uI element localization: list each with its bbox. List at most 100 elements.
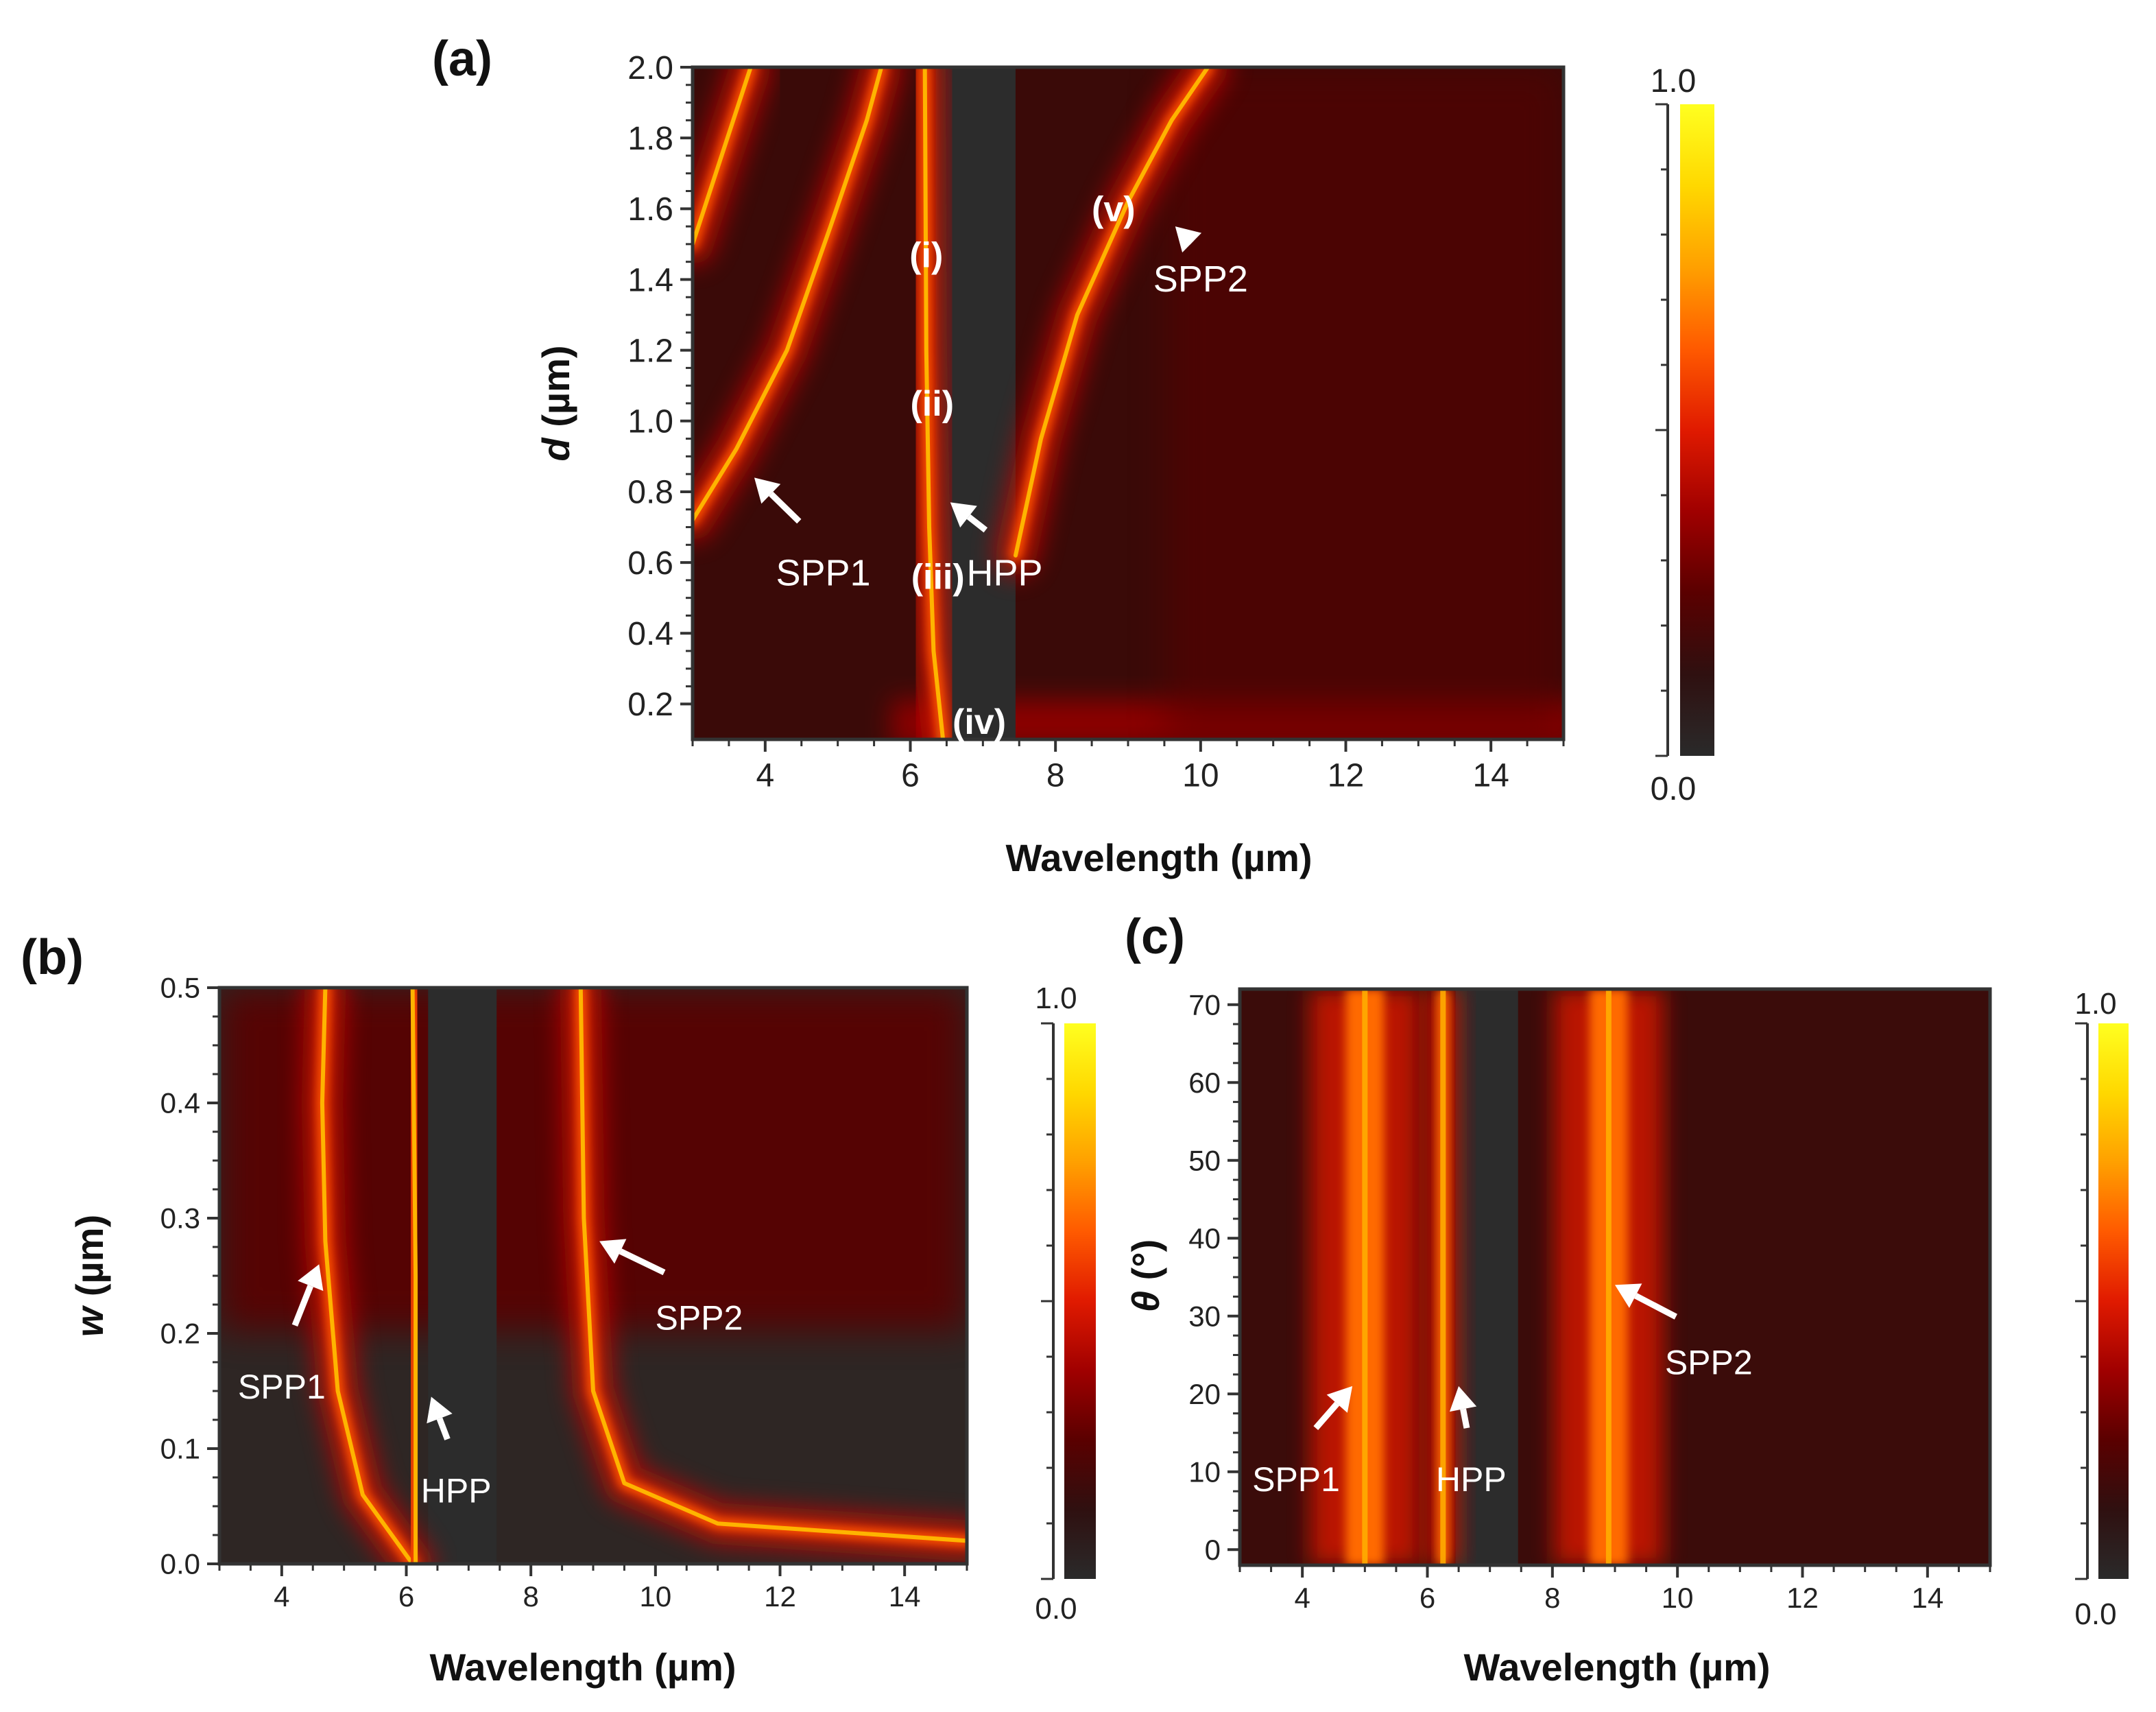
annotation-spp2: SPP2 xyxy=(1665,1344,1753,1382)
x-tick-label: 12 xyxy=(764,1580,796,1613)
y-tick-label: 2.0 xyxy=(627,50,673,86)
x-tick-label: 14 xyxy=(889,1580,921,1613)
x-tick-label: 8 xyxy=(1544,1582,1560,1614)
y-tick-label: 1.4 xyxy=(627,262,673,298)
x-tick-label: 10 xyxy=(1662,1582,1694,1614)
band-core-spp1-b xyxy=(693,67,753,246)
mode-label: (iv) xyxy=(953,702,1006,742)
annotation-arrowhead xyxy=(1326,1386,1353,1413)
x-axis-label-a: Wavelength (µm) xyxy=(1005,836,1312,879)
x-axis-label-b: Wavelength (µm) xyxy=(429,1645,736,1689)
y-tick-label: 0.4 xyxy=(160,1087,200,1119)
x-axis-c: 4 6 8 10 12 14 xyxy=(1238,1565,1991,1614)
y-axis-b: 0.0 0.1 0.2 0.3 0.4 0.5 xyxy=(160,972,219,1580)
x-tick-label: 6 xyxy=(901,757,920,794)
band-core-spp2 xyxy=(1605,989,1612,1565)
x-tick-label: 4 xyxy=(1294,1582,1310,1614)
x-tick-label: 12 xyxy=(1328,757,1364,794)
annotation-arrowhead xyxy=(1175,226,1202,253)
y-tick-label: 30 xyxy=(1188,1300,1221,1332)
band-core-spp1 xyxy=(320,988,415,1564)
colorbar-max-label: 1.0 xyxy=(2074,987,2116,1021)
annotation-arrowhead xyxy=(754,477,781,504)
annotation-hpp: HPP xyxy=(1436,1460,1507,1499)
colorbar-gradient xyxy=(1064,1023,1096,1579)
y-axis-label-b: w (µm) xyxy=(68,1215,111,1337)
y-tick-label: 1.8 xyxy=(627,121,673,157)
colorbar-gradient xyxy=(2098,1023,2129,1579)
annotation-arrowhead xyxy=(599,1239,627,1264)
y-axis-a: 0.2 0.4 0.6 0.8 1.0 1.2 1.4 1.6 1.8 2.0 xyxy=(627,50,693,723)
annotation-arrowhead xyxy=(950,502,977,528)
band-core-spp1 xyxy=(1362,989,1368,1565)
y-tick-label: 0.2 xyxy=(627,687,673,723)
band-core-spp2 xyxy=(1014,67,1210,558)
panel-label-b: (b) xyxy=(21,930,84,985)
y-tick-label: 20 xyxy=(1188,1378,1221,1410)
annotation-arrowhead xyxy=(427,1396,453,1424)
y-axis-c: 0 10 20 30 40 50 60 70 xyxy=(1188,988,1240,1566)
heatmap-c xyxy=(1240,989,1990,1565)
annotation-arrow xyxy=(291,1285,313,1327)
colorbar-c: 1.0 0.0 xyxy=(2074,987,2129,1631)
y-tick-label: 1.0 xyxy=(627,404,673,440)
y-tick-label: 1.2 xyxy=(627,333,673,369)
colorbar-min-label: 0.0 xyxy=(1035,1592,1077,1626)
dark-gap-region xyxy=(428,988,497,1564)
annotation-arrowhead xyxy=(298,1264,324,1292)
annotation-hpp: HPP xyxy=(967,552,1043,593)
annotation-spp2: SPP2 xyxy=(655,1298,743,1337)
y-tick-label: 1.6 xyxy=(627,191,673,228)
y-tick-label: 0.5 xyxy=(160,972,200,1004)
y-tick-label: 60 xyxy=(1188,1067,1221,1099)
y-tick-label: 0.0 xyxy=(160,1548,200,1580)
panel-c: (c) 0 10 20 30 40 50 60 70 4 6 8 10 12 14 Wavelength… xyxy=(1124,910,2129,1689)
x-tick-label: 4 xyxy=(756,757,774,794)
y-tick-label: 0.2 xyxy=(160,1318,200,1350)
x-tick-label: 6 xyxy=(1420,1582,1435,1614)
panel-label-c: (c) xyxy=(1125,910,1185,964)
annotation-arrow xyxy=(1313,1401,1340,1431)
y-tick-label: 0.8 xyxy=(627,475,673,511)
annotation-arrow xyxy=(436,1417,451,1440)
annotation-hpp: HPP xyxy=(421,1471,492,1510)
x-axis-b: 4 6 8 10 12 14 xyxy=(218,1564,968,1613)
annotation-spp1: SPP1 xyxy=(1252,1460,1340,1499)
mode-label: (v) xyxy=(1092,189,1136,229)
band-core-spp2 xyxy=(578,988,967,1543)
annotation-arrowhead xyxy=(1615,1283,1642,1308)
y-axis-label-c: θ (°) xyxy=(1124,1239,1167,1312)
mode-label: (ii) xyxy=(910,384,954,424)
x-tick-label: 14 xyxy=(1472,757,1509,794)
x-tick-label: 4 xyxy=(274,1580,289,1613)
y-tick-label: 0 xyxy=(1205,1534,1221,1566)
right-red-glow xyxy=(1166,67,1564,739)
y-tick-label: 40 xyxy=(1188,1222,1221,1255)
colorbar-max-label: 1.0 xyxy=(1651,63,1697,99)
x-tick-label: 8 xyxy=(1046,757,1065,794)
x-axis-label-c: Wavelength (µm) xyxy=(1463,1645,1770,1689)
annotation-spp1: SPP1 xyxy=(776,552,870,593)
mode-label: (i) xyxy=(909,235,943,275)
panel-b: (b) 0.0 0.1 0.2 0.3 0.4 0.5 4 6 8 10 12 14 Wavelen… xyxy=(21,930,1096,1689)
panel-label-a: (a) xyxy=(432,32,492,86)
x-tick-label: 10 xyxy=(1182,757,1219,794)
band-core-hpp xyxy=(922,67,946,739)
x-tick-label: 10 xyxy=(639,1580,671,1613)
band-core-spp1-a xyxy=(693,67,884,523)
colorbar-b: 1.0 0.0 xyxy=(1035,982,1096,1626)
y-tick-label: 0.3 xyxy=(160,1202,200,1235)
heatmap-a xyxy=(693,67,1564,739)
y-tick-label: 0.1 xyxy=(160,1433,200,1465)
band-core-hpp xyxy=(1440,989,1446,1565)
annotation-arrowhead xyxy=(1449,1386,1477,1412)
colorbar-min-label: 0.0 xyxy=(1651,771,1697,807)
x-tick-label: 12 xyxy=(1786,1582,1819,1614)
band-core-hpp xyxy=(410,988,418,1564)
annotation-spp2: SPP2 xyxy=(1153,259,1248,300)
y-tick-label: 50 xyxy=(1188,1144,1221,1176)
annotation-arrow xyxy=(966,514,988,533)
annotation-arrow xyxy=(1460,1408,1470,1429)
annotation-arrow xyxy=(769,491,802,524)
heatmap-b xyxy=(219,988,967,1564)
